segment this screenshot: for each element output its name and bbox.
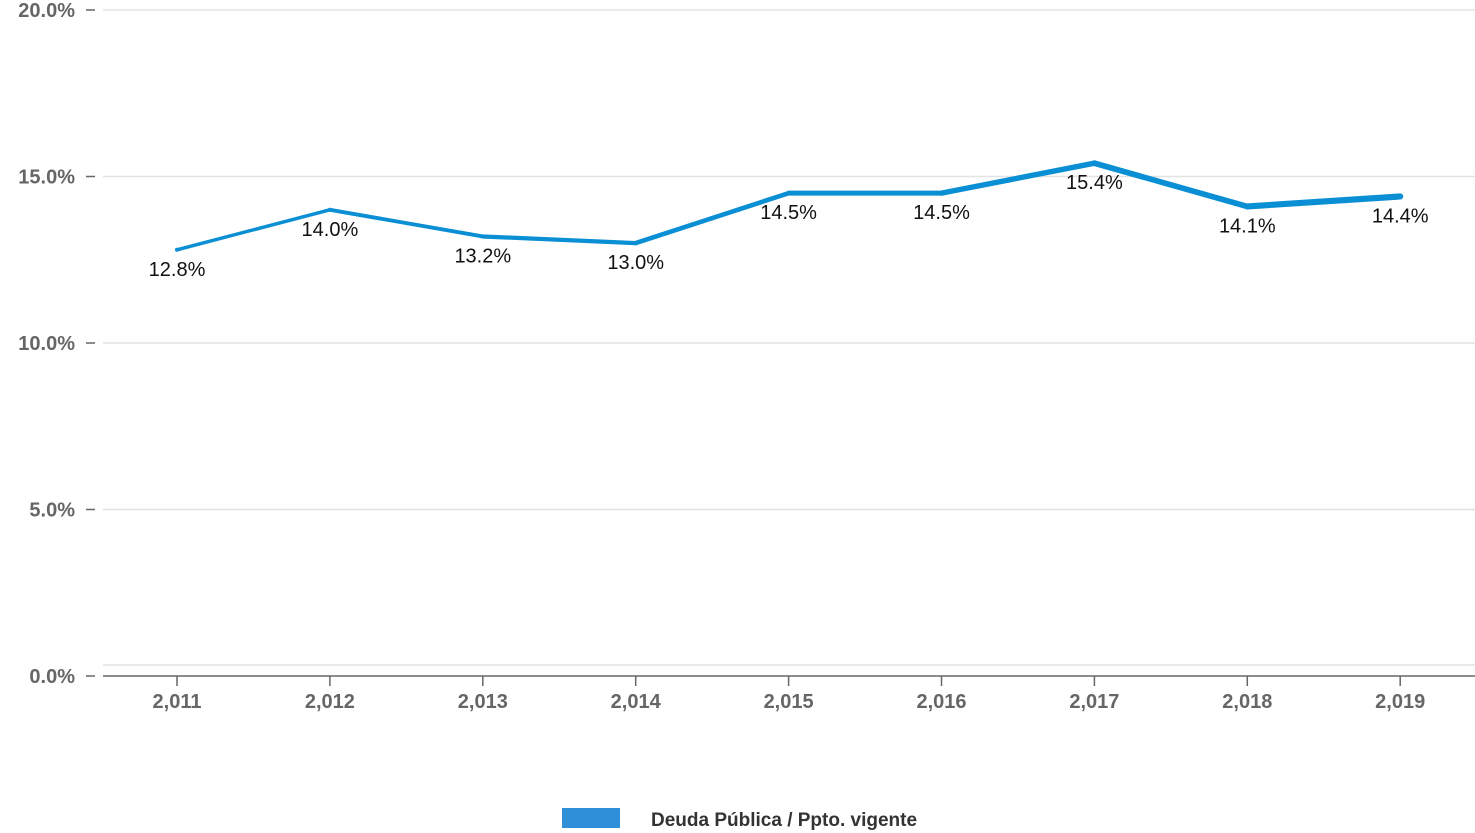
- x-tick-label: 2,013: [458, 691, 508, 713]
- x-tick-label: 2,015: [764, 691, 814, 713]
- data-point[interactable]: [786, 191, 791, 196]
- legend-swatch[interactable]: [562, 808, 620, 828]
- series-line-segment[interactable]: [175, 208, 332, 252]
- y-tick-label: 5.0%: [29, 500, 75, 522]
- data-point[interactable]: [327, 207, 332, 212]
- x-tick-label: 2,012: [305, 691, 355, 713]
- series-line-segment[interactable]: [327, 207, 485, 239]
- x-tick-label: 2,019: [1375, 691, 1425, 713]
- series-line-segment[interactable]: [938, 160, 1098, 196]
- x-tick-label: 2,016: [916, 691, 966, 713]
- series-line-segment[interactable]: [633, 190, 791, 246]
- data-point[interactable]: [480, 234, 485, 239]
- data-label: 14.0%: [302, 219, 359, 241]
- legend-label[interactable]: Deuda Pública / Ppto. vigente: [651, 810, 917, 831]
- x-tick-label: 2,011: [153, 691, 202, 713]
- data-labels: 12.8% 14.0% 13.2% 13.0% 14.5% 14.5% 15.4% 14.1%…: [149, 172, 1429, 281]
- y-tick-label: 0.0%: [29, 666, 75, 688]
- data-label: 15.4%: [1066, 172, 1123, 194]
- y-tick-label: 20.0%: [18, 0, 75, 22]
- x-axis: 2,011 2,012 2,013 2,014 2,015 2,016 2,017 2,018…: [103, 675, 1475, 713]
- data-label: 13.2%: [454, 245, 511, 267]
- series-layer: [175, 160, 1404, 252]
- y-axis: 0.0% 5.0% 10.0% 15.0% 20.0%: [18, 0, 95, 688]
- data-label: 14.1%: [1219, 215, 1276, 237]
- y-tick-label: 15.0%: [18, 167, 75, 189]
- data-label: 14.5%: [913, 202, 970, 224]
- data-point[interactable]: [175, 247, 179, 252]
- y-tick-label: 10.0%: [18, 333, 75, 355]
- x-tick-label: 2,017: [1069, 691, 1119, 713]
- data-point[interactable]: [1092, 161, 1097, 166]
- series-line-segment[interactable]: [1244, 193, 1404, 210]
- gridlines: [103, 9, 1475, 666]
- data-label: 14.4%: [1372, 205, 1429, 227]
- x-tick-label: 2,018: [1222, 691, 1272, 713]
- data-point[interactable]: [633, 241, 638, 246]
- data-point[interactable]: [1245, 204, 1250, 209]
- series-line-segment[interactable]: [1091, 160, 1251, 210]
- data-point[interactable]: [1398, 194, 1403, 199]
- x-tick-label: 2,014: [611, 691, 662, 713]
- data-label: 12.8%: [149, 259, 206, 281]
- series-line-segment[interactable]: [480, 234, 638, 246]
- data-label: 14.5%: [760, 202, 817, 224]
- data-point[interactable]: [939, 191, 944, 196]
- legend[interactable]: Deuda Pública / Ppto. vigente: [562, 808, 917, 831]
- data-label: 13.0%: [607, 252, 664, 274]
